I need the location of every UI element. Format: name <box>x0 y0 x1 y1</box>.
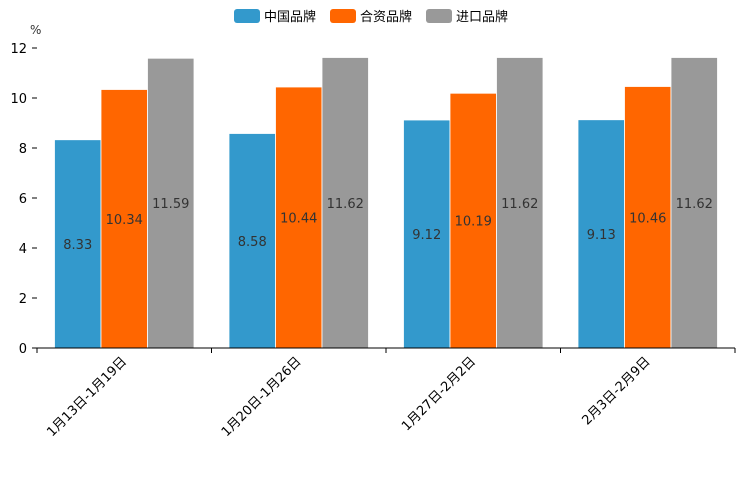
legend-label-3: 进口品牌 <box>456 9 508 25</box>
x-tick-label: 2月3日-2月9日 <box>579 354 653 428</box>
y-tick-label: 6 <box>19 192 27 207</box>
bar-1-2[interactable] <box>228 133 276 349</box>
y-tick-label: 0 <box>19 342 27 357</box>
legend-swatch-3 <box>426 9 452 23</box>
y-tick-label: 8 <box>19 142 27 157</box>
legend-label-1: 中国品牌 <box>264 9 316 25</box>
data-label: 11.62 <box>501 197 538 212</box>
x-tick-label: 1月20日-1月26日 <box>219 354 305 440</box>
bar-2-4[interactable] <box>624 86 672 349</box>
legend-swatch-2 <box>330 9 356 23</box>
data-label: 11.62 <box>676 197 713 212</box>
data-label: 10.19 <box>455 215 492 230</box>
bar-3-2[interactable] <box>321 57 369 349</box>
x-axis: 1月13日-1月19日 1月20日-1月26日 1月27日-2月2日 2月3日-2月9… <box>36 347 736 440</box>
data-label: 11.62 <box>327 197 364 212</box>
data-label: 9.13 <box>587 228 616 243</box>
bar-1-3[interactable] <box>403 119 451 349</box>
bar-2-1[interactable] <box>100 89 148 349</box>
bar-2-2[interactable] <box>275 86 323 349</box>
y-tick-label: 2 <box>19 292 27 307</box>
data-label: 10.44 <box>280 212 317 227</box>
legend-swatch-1 <box>234 9 260 23</box>
data-label: 11.59 <box>152 197 189 212</box>
y-axis: 0 2 4 6 8 10 12 <box>10 42 37 357</box>
x-tick-label: 1月27日-2月2日 <box>399 354 479 434</box>
data-label: 9.12 <box>412 228 441 243</box>
bar-3-3[interactable] <box>496 57 544 349</box>
bar-3-1[interactable] <box>147 57 195 349</box>
x-tick-label: 1月13日-1月19日 <box>44 354 130 440</box>
legend-label-2: 合资品牌 <box>360 9 412 25</box>
bar-3-4[interactable] <box>670 57 718 349</box>
data-label: 8.33 <box>63 238 92 253</box>
legend: 中国品牌 合资品牌 进口品牌 <box>234 9 508 25</box>
y-axis-label: % <box>30 23 41 37</box>
y-tick-label: 12 <box>10 42 27 57</box>
data-label: 10.34 <box>106 213 143 228</box>
data-label: 8.58 <box>238 235 267 250</box>
y-tick-label: 10 <box>10 92 27 107</box>
data-label: 10.46 <box>629 211 666 226</box>
y-tick-label: 4 <box>19 242 27 257</box>
data-labels: 8.33 8.58 9.12 9.13 10.34 10.44 10.19 10.46 11.5… <box>63 197 713 253</box>
bar-1-4[interactable] <box>577 119 625 349</box>
bars <box>54 57 718 349</box>
